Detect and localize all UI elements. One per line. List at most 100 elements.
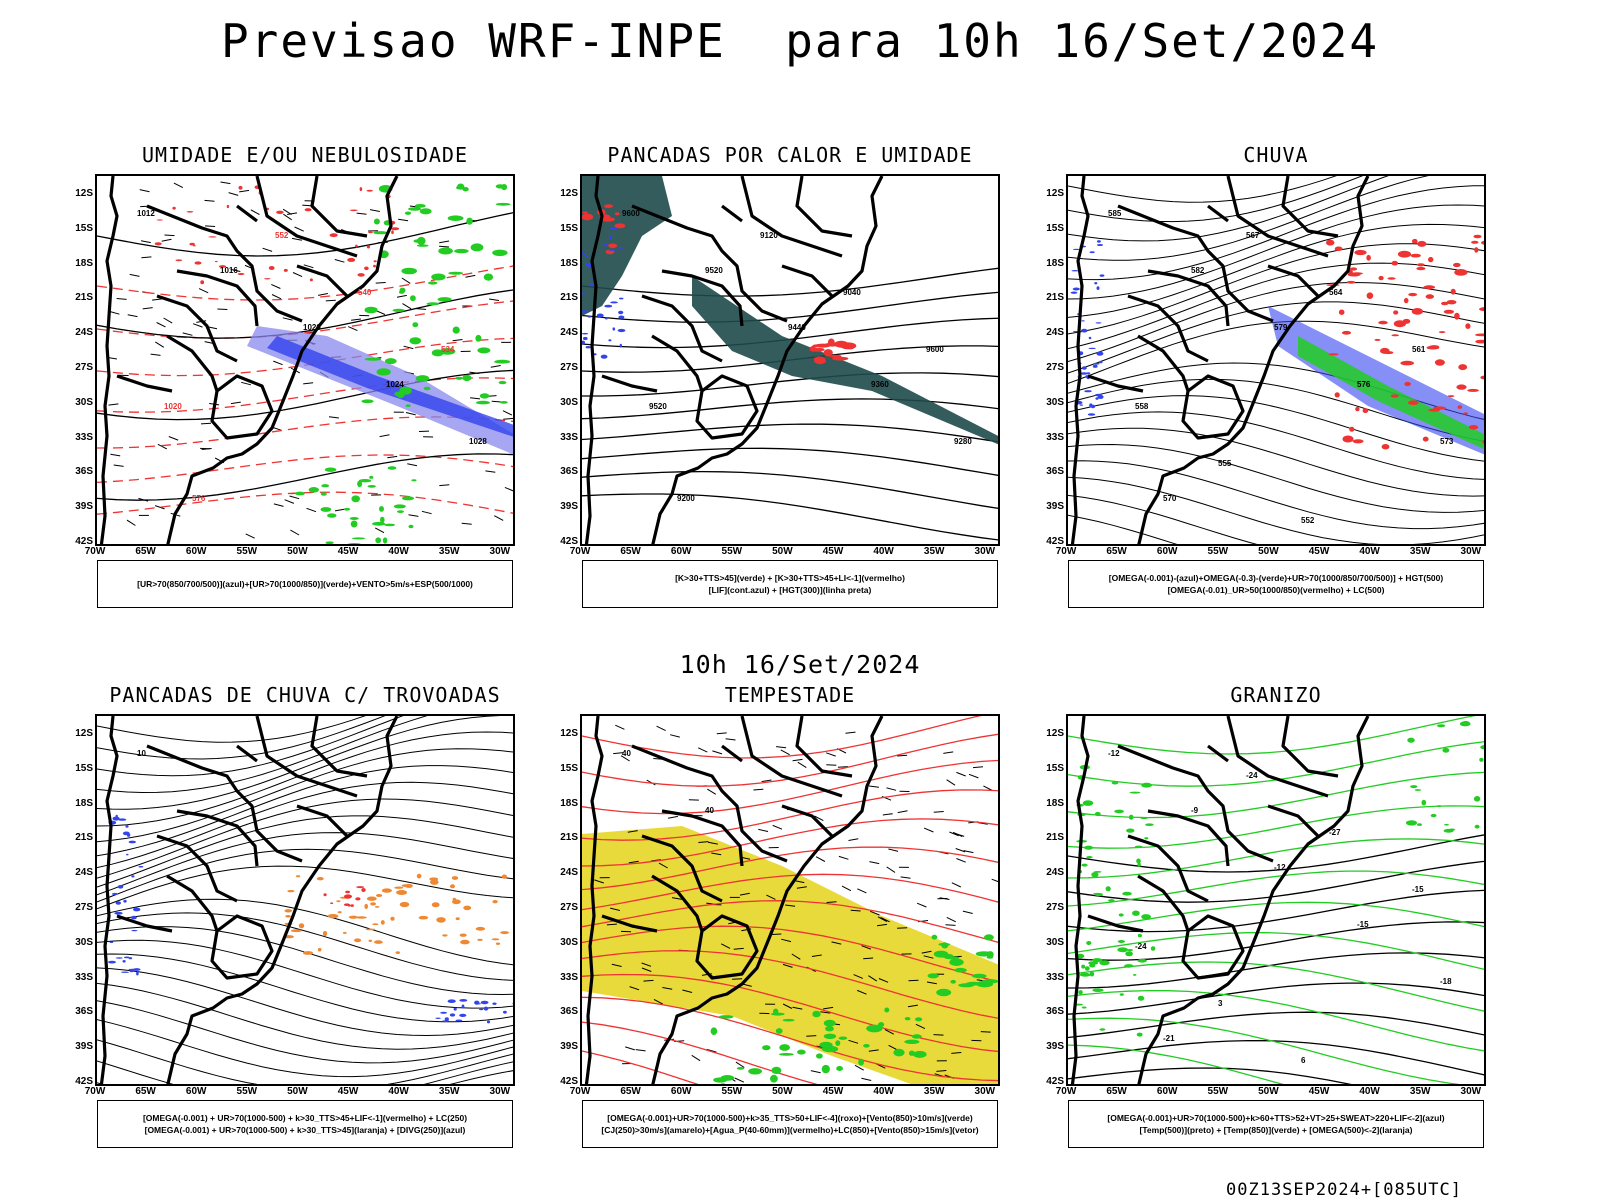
wind-vector [139,189,150,193]
low-humidity-contour [325,541,334,544]
wind850-green [911,1034,922,1039]
lon-tick-label: 65W [135,1086,156,1097]
lat-tick-label: 12S [1046,188,1064,199]
low-humidity-contour [373,218,380,225]
divergence-blue [136,971,139,976]
wind850-green [893,1048,905,1057]
map-svg: 1012 1016 1020 1024 1028 576 552 540 534 1020 [97,176,513,544]
lif-contour [609,235,612,240]
low-humidity-contour [408,524,414,529]
red-cell [264,278,271,280]
wind-vector [954,832,965,837]
low-humidity-contour [364,357,382,361]
map-panel-5: TEMPESTADE 40 40 12S 15S 18S 21S 24S 27S 30S 33S 36… [550,683,1030,1168]
low-humidity-contour [455,376,463,380]
lc250-streamline [97,815,513,888]
wind-vector [806,1035,817,1037]
coast-omega [1099,360,1103,364]
lat-tick-label: 36S [75,466,93,478]
wind850-green [904,1017,911,1021]
temp850-detail [1461,721,1470,726]
precip-water-contour [582,846,998,891]
rain-red [1453,262,1461,268]
temp500-contour [1068,1039,1484,1076]
wind-vector [613,752,624,755]
temp850-detail [1086,856,1093,859]
map-panel-3: CHUVA 585 582 579 576 573 570 567 564 561 558 555 55… [1036,143,1516,628]
wind850-green [950,979,956,984]
low-humidity-contour [295,491,305,496]
wind-vector [897,754,908,757]
low-humidity-contour [392,308,405,312]
rain-red [1425,294,1434,299]
wind-vector [287,212,298,215]
temp850-detail [1436,805,1442,807]
low-humidity-contour [364,306,378,314]
lif-contour [600,354,608,359]
divergence-blue [128,957,133,960]
lif-contour [618,297,624,300]
divergence-blue [131,875,135,878]
lat-tick-label: 21S [75,832,93,844]
red-cell [349,209,358,212]
rain-red [1471,240,1479,244]
low-humidity-contour [457,183,465,190]
lon-tick-label: 65W [620,546,641,557]
storm-orange [302,951,314,955]
wind-vector [869,861,880,865]
lat-tick-label: 21S [75,292,93,304]
lat-tick-label: 21S [1046,832,1064,844]
legend-box: [OMEGA(-0.001)-(azul)+OMEGA(-0.3)-(verde… [1068,560,1484,608]
contour-label: 6 [1301,1056,1306,1065]
storm-orange [337,911,342,914]
rain-red [1465,323,1471,329]
lc250-streamline [97,748,513,843]
low-humidity-contour [454,248,469,254]
red-cell [373,260,377,263]
wind-vector [154,505,165,510]
wind850-green [836,1066,843,1071]
contour-label: -12 [1108,749,1120,758]
pressure-contour [97,453,513,501]
red-cell [276,210,284,214]
contour-label: 564 [1329,288,1343,297]
panel-title: TEMPESTADE [724,683,856,707]
red-cell [226,204,230,209]
temp850-detail [1134,845,1143,848]
rain-red [1456,384,1467,390]
wind-vector [933,811,944,813]
lon-tick-label: 70W [569,1086,591,1097]
lon-tick-label: 55W [1207,1086,1229,1097]
coast-omega [1087,413,1096,416]
rain-red [1391,334,1400,337]
temp850-detail [1136,858,1141,864]
red-cell [156,219,164,221]
coast-omega [1080,328,1088,333]
low-humidity-contour [404,211,412,215]
wind-vector [936,1070,947,1072]
wind-vector [782,963,793,968]
lat-tick-label: 12S [75,728,93,739]
lat-tick-label: 36S [560,466,578,478]
wind850-green [981,979,998,984]
thickness-contour [97,491,513,515]
lon-tick-label: 30W [1460,546,1482,557]
wind-vector [791,953,801,960]
coast-omega [1099,274,1105,277]
coast-omega [1093,362,1100,365]
wind-vector [150,353,161,356]
hgt500-contour [1068,204,1484,300]
lat-tick-label: 36S [75,1006,93,1018]
temp850-detail [1150,946,1156,951]
lat-tick-label: 15S [75,762,93,774]
contour-label: 1028 [469,437,487,446]
red-cell [390,227,400,231]
rain-red [1408,400,1419,405]
storm-orange [298,923,305,929]
storm-orange [460,939,470,945]
coast-omega [1079,404,1083,406]
wind-vector [900,876,911,879]
hgt300-contour [582,291,998,323]
low-humidity-contour [410,295,416,302]
wind-vector [698,841,709,843]
